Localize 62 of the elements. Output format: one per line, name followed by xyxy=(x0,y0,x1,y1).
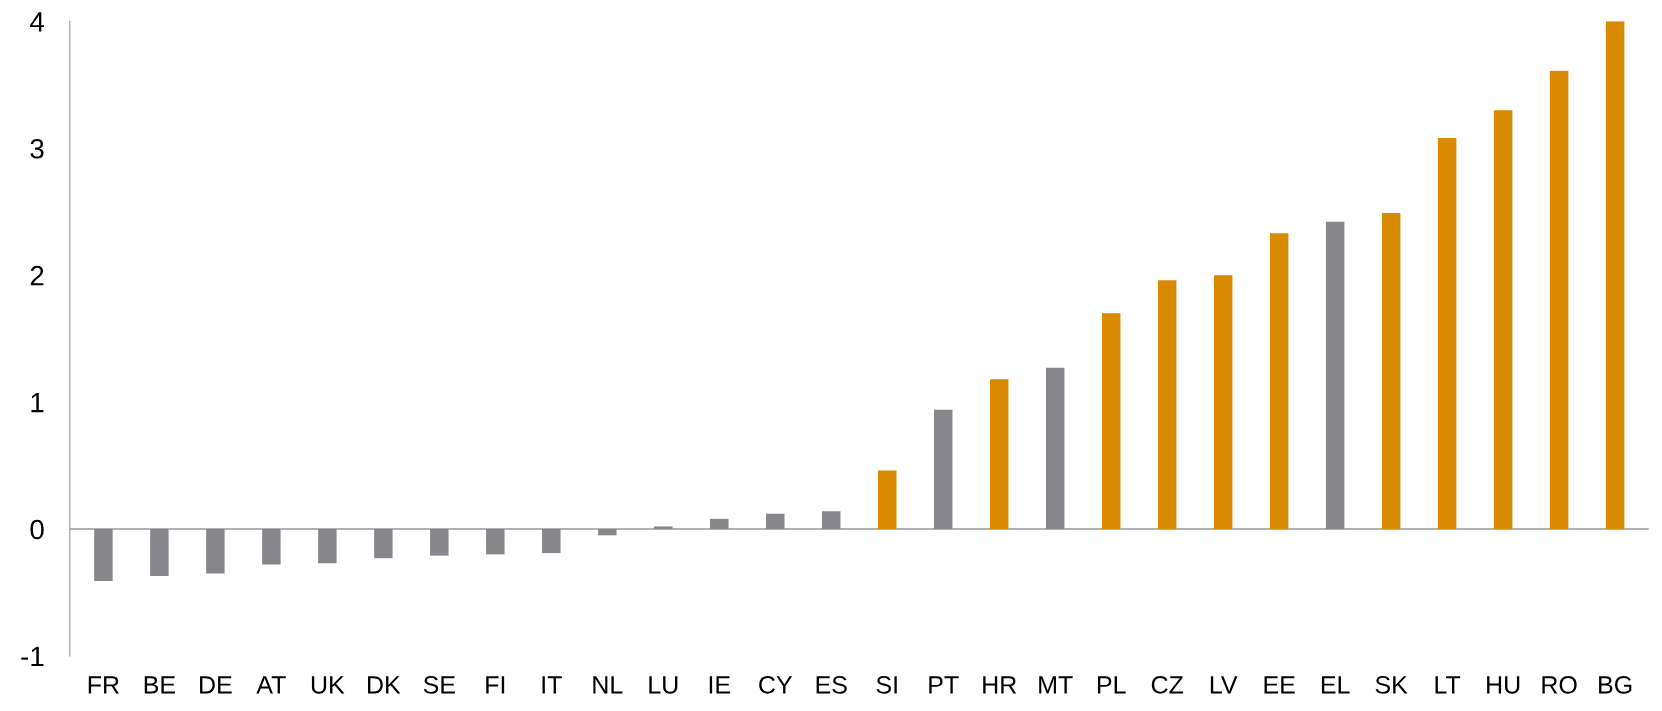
bar xyxy=(150,528,169,576)
x-tick-label: RO xyxy=(1542,676,1577,694)
bar xyxy=(1045,367,1065,529)
x-tick-label: SI xyxy=(876,676,897,694)
x-tick-label: BE xyxy=(144,676,175,694)
x-tick-label: DK xyxy=(368,676,401,694)
x-tick-label: HR xyxy=(983,676,1017,694)
x-tick-label: LT xyxy=(1435,676,1461,694)
bar xyxy=(878,470,897,529)
bar xyxy=(1101,313,1121,529)
y-tick-label: 2 xyxy=(30,265,44,286)
x-tick-label: IE xyxy=(709,676,731,694)
x-tick-label: MT xyxy=(1039,676,1073,694)
y-tick-label: 1 xyxy=(31,393,44,413)
bar xyxy=(94,528,113,582)
x-tick-label: LV xyxy=(1210,676,1238,694)
bar xyxy=(542,528,561,554)
bar xyxy=(934,409,953,529)
x-tick-label: LU xyxy=(649,676,678,694)
bar xyxy=(486,528,505,555)
bar xyxy=(262,528,281,565)
x-tick-label: NL xyxy=(593,676,623,694)
x-tick-label: EL xyxy=(1321,676,1350,694)
x-tick-label: BG xyxy=(1599,676,1632,694)
bar xyxy=(1549,70,1569,529)
bar xyxy=(766,513,785,529)
bar xyxy=(318,528,337,564)
x-tick-label: CZ xyxy=(1151,676,1184,694)
x-tick-label: IT xyxy=(542,676,562,694)
bar xyxy=(1381,212,1401,529)
bar xyxy=(1325,221,1345,529)
y-tick-label: 0 xyxy=(30,519,44,540)
x-tick-label: SE xyxy=(423,676,455,694)
x-tick-label: CY xyxy=(759,676,793,694)
bar xyxy=(1213,275,1233,529)
bar xyxy=(374,528,393,559)
bar xyxy=(1605,21,1625,529)
y-tick-label: 3 xyxy=(30,138,44,159)
bar xyxy=(598,528,617,536)
x-tick-label: PL xyxy=(1097,676,1126,694)
bar xyxy=(1493,110,1513,529)
bar xyxy=(710,518,729,529)
bar xyxy=(1269,233,1289,529)
bar xyxy=(989,379,1009,529)
x-tick-label: FI xyxy=(486,676,505,694)
x-tick-label: HU xyxy=(1487,676,1520,694)
x-tick-label: DE xyxy=(200,676,232,694)
bar xyxy=(1437,138,1457,529)
x-tick-label: PT xyxy=(929,676,959,694)
x-tick-label: EE xyxy=(1264,676,1295,694)
x-tick-label: UK xyxy=(311,676,345,694)
bar xyxy=(1157,280,1177,529)
x-tick-label: FR xyxy=(88,676,119,694)
x-tick-label: ES xyxy=(816,676,847,694)
bar xyxy=(654,526,673,529)
y-tick-label: 4 xyxy=(29,12,44,32)
bar xyxy=(430,528,449,556)
bar xyxy=(822,511,841,529)
x-tick-label: AT xyxy=(256,676,286,694)
bar xyxy=(206,528,225,574)
y-tick-label: -1 xyxy=(21,646,44,666)
x-tick-label: SK xyxy=(1375,676,1408,694)
